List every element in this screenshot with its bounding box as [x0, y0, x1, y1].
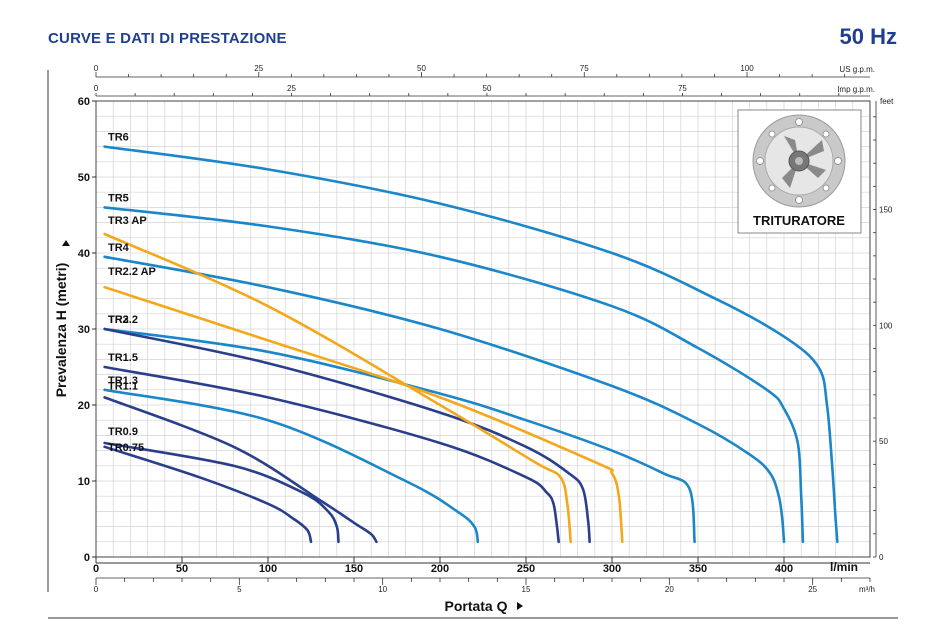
m3h-unit: m³/h [859, 585, 875, 594]
series-line-tr5 [103, 206, 805, 544]
series-label: TR1.5 [108, 352, 138, 364]
series-label: TR5 [108, 192, 129, 204]
imp-gpm-unit: Imp g.p.m. [837, 85, 875, 94]
us-gpm-tick-label: 25 [254, 64, 263, 73]
series-label: TR1.3 [108, 375, 138, 387]
y-axis-title: Prevalenza H (metri) [53, 263, 69, 398]
series-label: TR2.2 AP [108, 266, 156, 278]
series-label: TR1.1 [108, 380, 138, 392]
imp-gpm-tick-label: 25 [287, 84, 296, 93]
y-tick-label: 40 [78, 248, 90, 260]
series-line-tr0-9 [103, 441, 340, 544]
series-label: TR3 AP [108, 215, 147, 227]
series-line-tr1-1 [103, 396, 378, 544]
imp-gpm-tick-label: 75 [678, 84, 687, 93]
series-label: TR3 [108, 314, 129, 326]
imp-gpm-tick-label: 0 [94, 84, 99, 93]
feet-tick-label: 50 [879, 437, 888, 446]
imp-gpm-tick-label: 50 [483, 84, 492, 93]
x-tick-label: 400 [775, 563, 793, 575]
series-line-tr1-3 [103, 388, 480, 544]
y-tick-label: 0 [84, 552, 90, 564]
triturator-impeller-icon [752, 114, 846, 208]
x-tick-label: 200 [431, 563, 449, 575]
feet-tick-label: 100 [879, 321, 893, 330]
m3h-tick-label: 20 [665, 585, 674, 594]
x-tick-label: 50 [176, 563, 188, 575]
y-tick-label: 60 [78, 96, 90, 108]
x-tick-label: 250 [517, 563, 535, 575]
series-label: TR0.75 [108, 442, 144, 454]
series-line-tr4 [103, 255, 786, 544]
frequency-label: 50 Hz [839, 24, 897, 49]
m3h-tick-label: 5 [237, 585, 242, 594]
y-axis-arrow-icon [62, 240, 70, 246]
x-axis-unit: l/min [830, 560, 858, 574]
series-line-tr2-2-ap [103, 285, 624, 544]
x-tick-label: 0 [93, 563, 99, 575]
series-label: TR0.9 [108, 426, 138, 438]
us-gpm-unit: US g.p.m. [839, 65, 875, 74]
us-gpm-tick-label: 0 [94, 64, 99, 73]
series-label: TR2.2 [108, 314, 138, 326]
y-tick-label: 10 [78, 476, 90, 488]
m3h-tick-label: 10 [378, 585, 387, 594]
series-label: TR4 [108, 242, 130, 254]
series-line-tr0-75 [103, 445, 313, 544]
triturator-card: TRITURATORE [737, 109, 862, 234]
x-axis-title: Portata Q [444, 598, 507, 614]
page-title: CURVE E DATI DI PRESTAZIONE [48, 30, 287, 47]
feet-unit: feet [880, 97, 894, 106]
y-tick-label: 30 [78, 324, 90, 336]
x-tick-label: 300 [603, 563, 621, 575]
m3h-tick-label: 15 [522, 585, 531, 594]
y-tick-label: 20 [78, 400, 90, 412]
us-gpm-tick-label: 50 [417, 64, 426, 73]
series-line-tr6 [103, 145, 839, 544]
x-tick-label: 100 [259, 563, 277, 575]
series-line-tr3 [103, 327, 696, 544]
series-line-tr2-2 [103, 327, 591, 544]
y-tick-label: 50 [78, 172, 90, 184]
curve-layer [103, 145, 839, 544]
m3h-tick-label: 0 [94, 585, 99, 594]
x-tick-label: 350 [689, 563, 707, 575]
us-gpm-tick-label: 100 [740, 64, 754, 73]
series-label: TR6 [108, 132, 129, 144]
x-tick-label: 150 [345, 563, 363, 575]
series-line-tr1-5 [103, 365, 560, 544]
us-gpm-tick-label: 75 [580, 64, 589, 73]
feet-tick-label: 150 [879, 206, 893, 215]
series-line-tr3-ap [103, 232, 572, 544]
triturator-label: TRITURATORE [753, 213, 845, 228]
x-axis-arrow-icon [517, 602, 523, 610]
feet-tick-label: 0 [879, 553, 884, 562]
m3h-tick-label: 25 [808, 585, 817, 594]
